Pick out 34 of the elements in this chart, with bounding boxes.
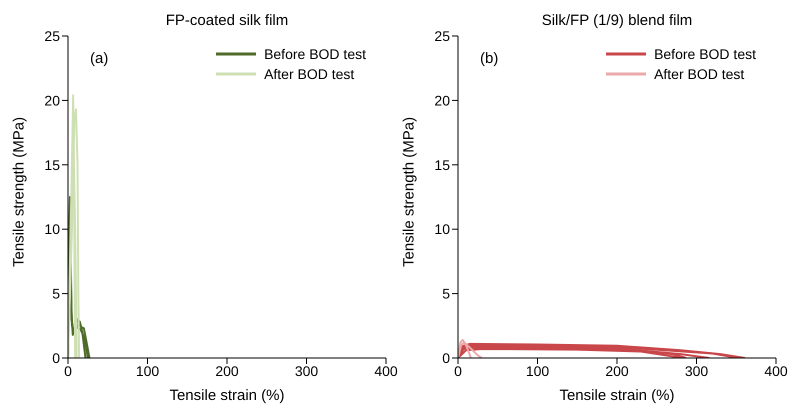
y-tick-label: 10	[434, 221, 450, 238]
x-tick-label: 200	[605, 362, 629, 379]
annotation: (a)	[90, 50, 108, 67]
y-axis-title: Tensile strength (MPa)	[400, 116, 418, 267]
x-tick-label: 400	[764, 362, 788, 379]
x-tick-label: 400	[374, 362, 398, 379]
y-tick-label: 10	[44, 221, 60, 238]
x-tick-label: 300	[294, 362, 318, 379]
legend-label: Before BOD test	[264, 45, 366, 64]
x-tick-label: 100	[136, 362, 160, 379]
x-axis-title: Tensile strain (%)	[559, 387, 675, 404]
y-tick-label: 5	[52, 286, 60, 302]
x-tick-label: 0	[454, 362, 462, 379]
chart-title: Silk/FP (1/9) blend film	[540, 12, 694, 29]
x-tick-label: 200	[215, 362, 239, 379]
annotation: (b)	[480, 50, 498, 67]
legend-label: After BOD test	[654, 65, 744, 84]
chart-title: FP-coated silk film	[164, 12, 290, 29]
legend-label: After BOD test	[264, 65, 354, 84]
y-tick-label: 0	[52, 350, 60, 366]
legend-label: Before BOD test	[654, 45, 756, 64]
y-tick-label: 0	[442, 350, 450, 366]
x-tick-label: 0	[64, 362, 72, 379]
x-tick-label: 100	[526, 362, 550, 379]
y-tick-label: 25	[44, 28, 60, 44]
y-tick-label: 15	[44, 156, 60, 173]
y-axis-title: Tensile strength (MPa)	[10, 116, 28, 267]
y-tick-label: 5	[442, 286, 450, 302]
x-tick-label: 300	[684, 362, 708, 379]
y-tick-label: 15	[434, 156, 450, 173]
x-axis-title: Tensile strain (%)	[169, 387, 285, 404]
y-tick-label: 20	[44, 92, 60, 108]
y-tick-label: 25	[434, 28, 450, 44]
y-tick-label: 20	[434, 92, 450, 108]
